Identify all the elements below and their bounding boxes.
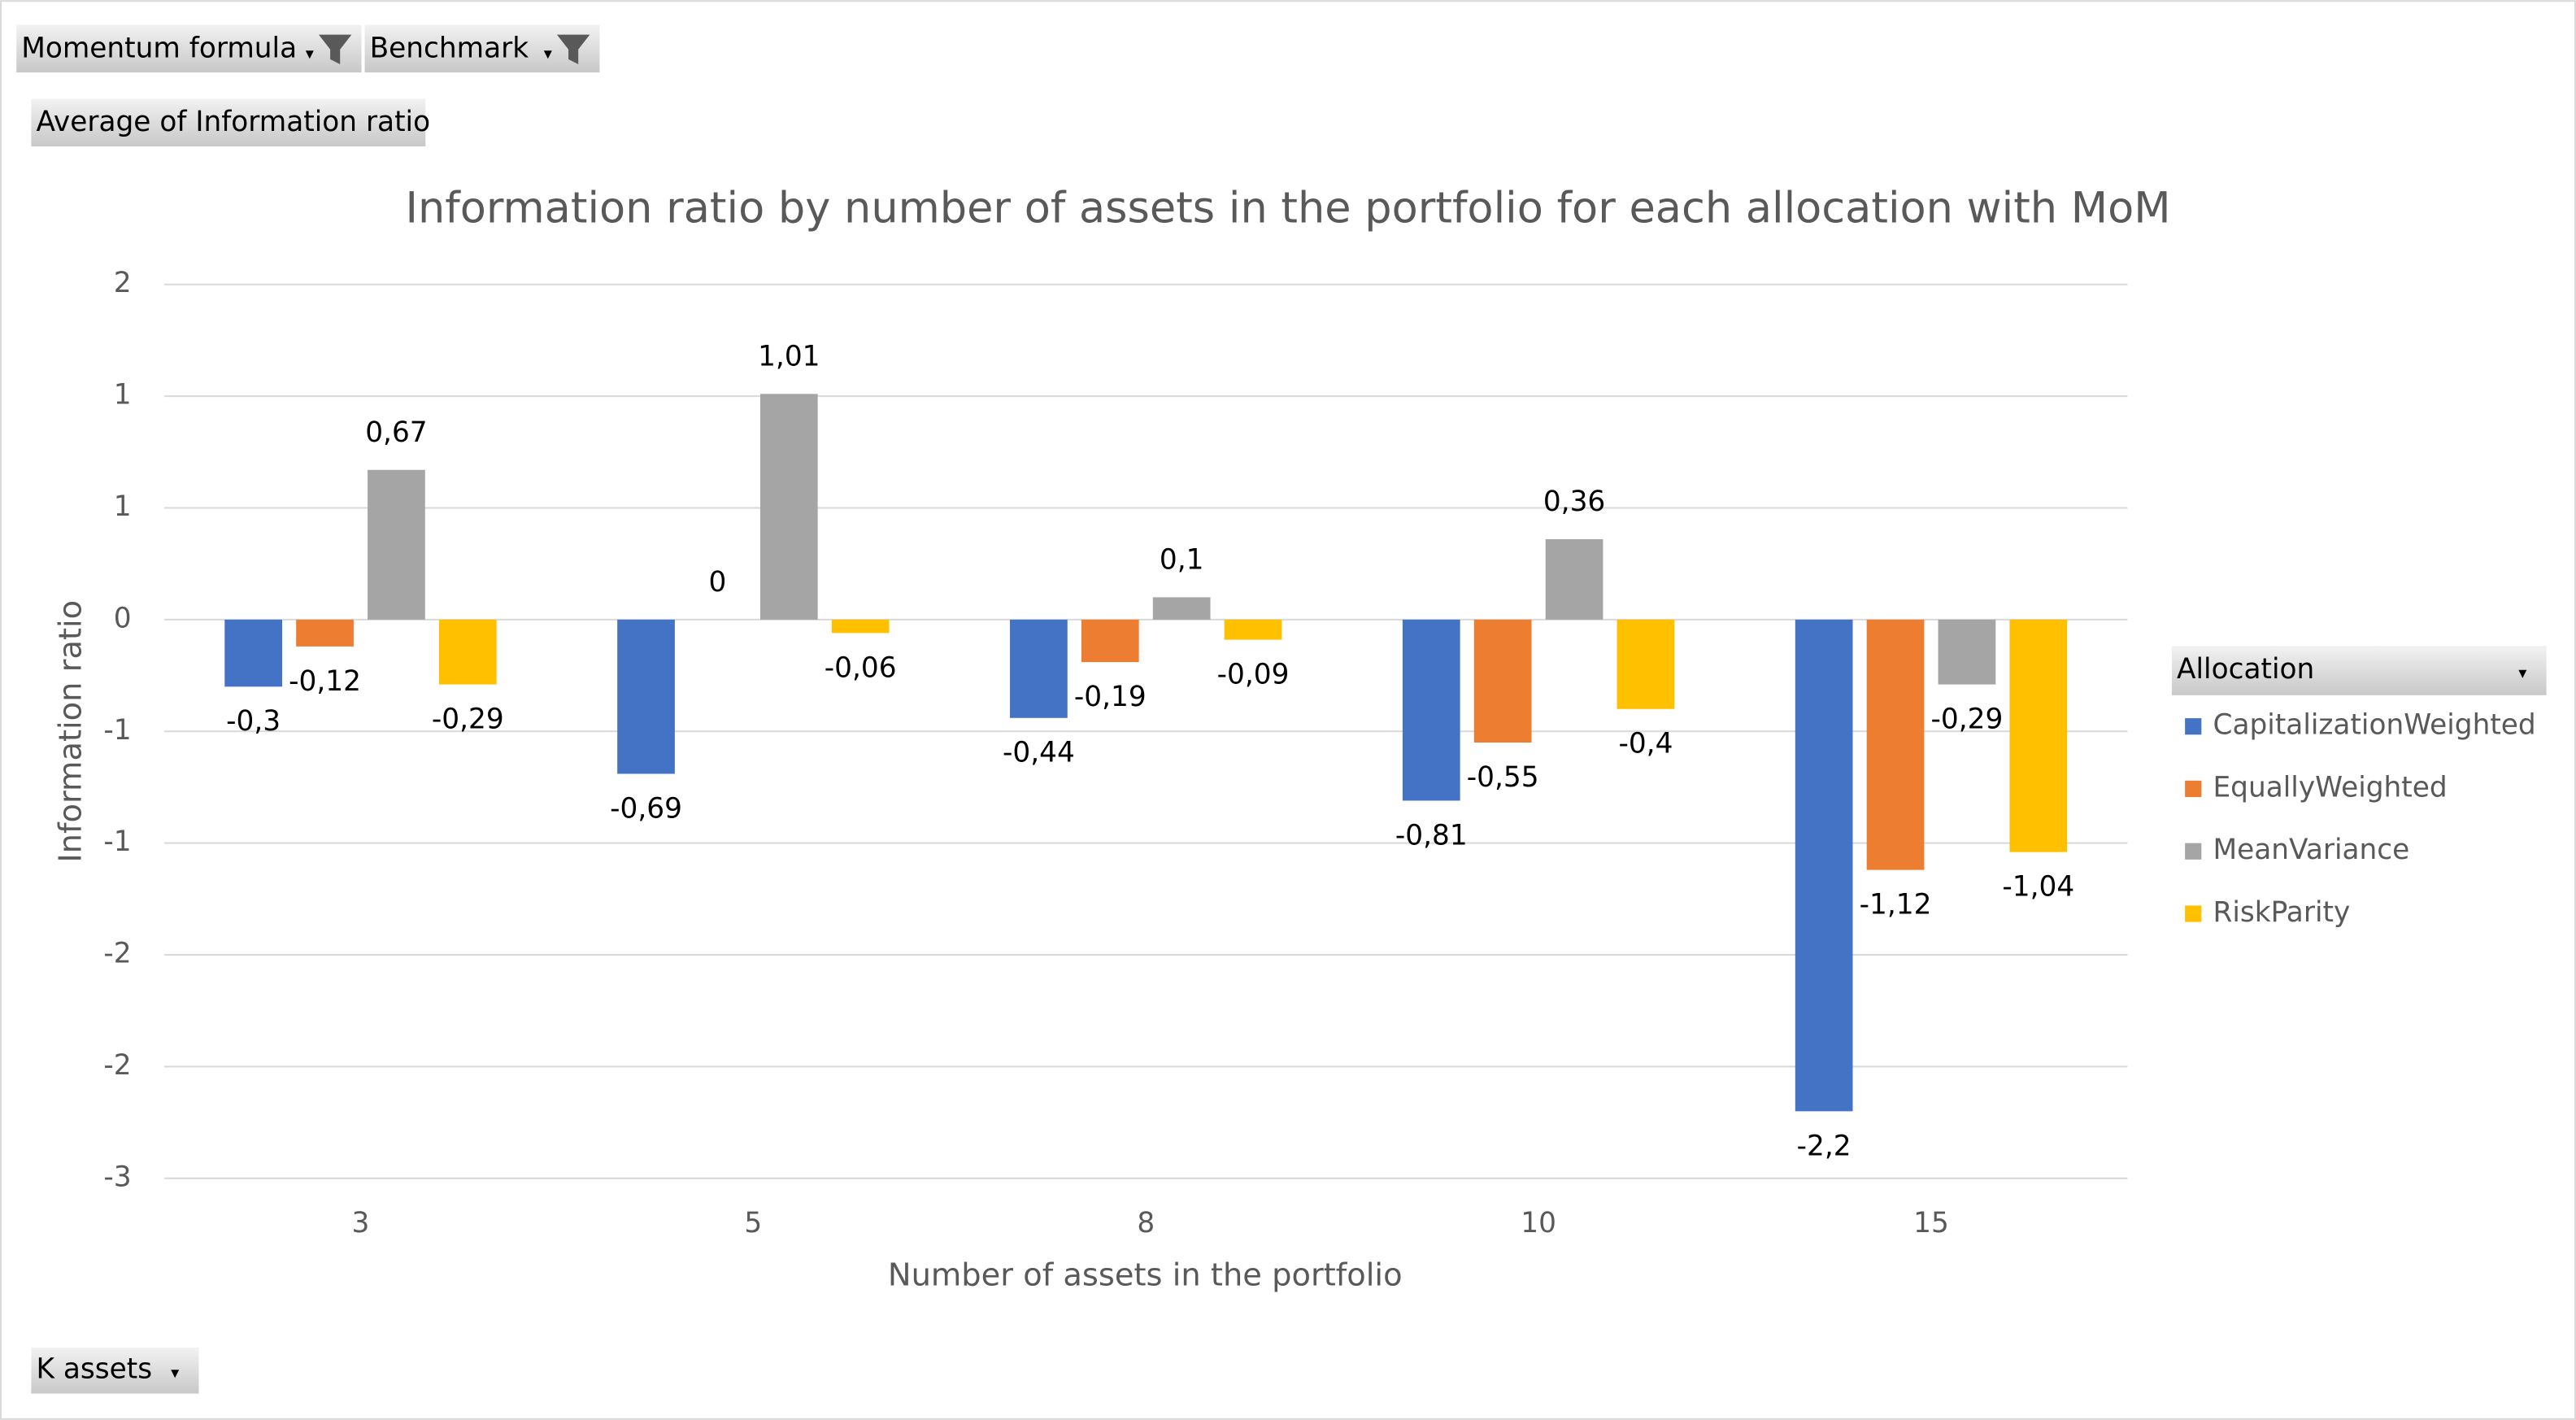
bar <box>1866 619 1925 870</box>
data-label: 1,01 <box>758 340 820 372</box>
legend-label: RiskParity <box>2213 896 2350 929</box>
y-tick-label: -2 <box>103 938 131 970</box>
data-label: 0,36 <box>1543 486 1605 518</box>
legend-swatch <box>2185 843 2202 860</box>
legend-header[interactable]: Allocation ▾ <box>2171 646 2547 695</box>
data-label: -0,29 <box>1931 703 2004 736</box>
x-tick-label: 15 <box>1913 1207 1949 1239</box>
bar <box>759 394 818 620</box>
y-tick-label: -1 <box>103 825 131 858</box>
data-label: -1,04 <box>2002 871 2074 904</box>
bar <box>1473 619 1532 743</box>
filter-label: Benchmark <box>370 32 529 64</box>
bar <box>2009 619 2068 852</box>
y-tick-label: 0 <box>114 602 132 634</box>
legend-title: Allocation <box>2177 653 2314 686</box>
value-field-button[interactable]: Average of Information ratio <box>31 98 430 146</box>
y-axis-title: Information ratio <box>52 600 89 863</box>
data-label: -0,69 <box>610 792 682 825</box>
bar <box>1402 619 1460 801</box>
svg-text:▾: ▾ <box>171 1363 180 1383</box>
x-tick-label: 3 <box>352 1207 370 1239</box>
data-label: -0,12 <box>289 665 361 698</box>
x-axis-title: Number of assets in the portfolio <box>888 1257 1403 1294</box>
data-label: -1,12 <box>1860 889 1932 921</box>
bar <box>1938 619 1996 685</box>
data-label: -0,81 <box>1395 819 1468 852</box>
bar <box>831 619 890 634</box>
y-tick-label: 1 <box>114 379 132 412</box>
filter-label: Momentum formula <box>21 32 297 64</box>
data-label: 0,67 <box>365 416 427 449</box>
svg-text:▾: ▾ <box>2518 663 2527 682</box>
filter-button[interactable]: Benchmark ▾ <box>364 24 600 73</box>
data-label: -0,4 <box>1618 728 1673 760</box>
data-label: 0 <box>708 566 726 599</box>
bar <box>1224 619 1282 640</box>
bar <box>1545 538 1603 620</box>
bar <box>296 619 354 647</box>
data-label: -0,55 <box>1467 761 1539 794</box>
legend-swatch <box>2185 780 2202 798</box>
y-tick-label: 2 <box>114 267 132 299</box>
y-tick-label: -3 <box>103 1161 131 1193</box>
legend-label: CapitalizationWeighted <box>2213 709 2535 742</box>
data-label: -0,3 <box>226 705 281 738</box>
bar <box>1795 619 1853 1112</box>
data-label: 0,1 <box>1160 543 1204 576</box>
x-tick-label: 10 <box>1521 1207 1556 1239</box>
y-tick-label: -1 <box>103 714 131 747</box>
legend-swatch <box>2185 718 2202 735</box>
bar <box>1617 619 1675 709</box>
bar <box>224 619 283 687</box>
legend-label: EquallyWeighted <box>2213 771 2447 804</box>
legend-label: MeanVariance <box>2213 834 2409 866</box>
data-label: -0,29 <box>432 703 504 736</box>
x-tick-label: 5 <box>744 1207 762 1239</box>
bar <box>617 619 675 774</box>
y-tick-label: 1 <box>114 490 132 523</box>
chart-title: Information ratio by number of assets in… <box>405 183 2170 233</box>
value-field-label: Average of Information ratio <box>36 106 430 138</box>
data-label: -0,44 <box>1003 737 1075 769</box>
bar <box>368 469 425 620</box>
data-label: -0,19 <box>1074 681 1147 713</box>
data-label: -0,09 <box>1217 659 1290 691</box>
bar <box>438 619 497 685</box>
axis-field-label: K assets <box>36 1353 152 1386</box>
svg-text:▾: ▾ <box>306 43 315 63</box>
bar <box>1152 597 1211 620</box>
x-tick-label: 8 <box>1137 1207 1155 1239</box>
data-label: -0,06 <box>825 651 897 684</box>
axis-field-button[interactable]: K assets ▾ <box>31 1347 199 1394</box>
svg-text:▾: ▾ <box>544 43 553 63</box>
y-tick-label: -2 <box>103 1049 131 1082</box>
filter-button[interactable]: Momentum formula ▾ <box>16 24 362 73</box>
bar <box>1081 619 1139 663</box>
bar <box>1010 619 1068 718</box>
legend-swatch <box>2185 905 2202 922</box>
data-label: -2,2 <box>1797 1130 1852 1162</box>
